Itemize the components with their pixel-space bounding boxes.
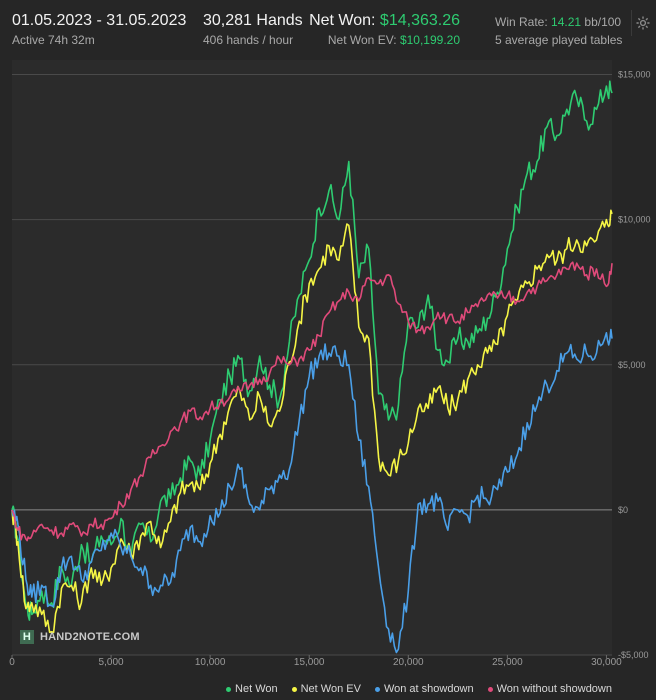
hand2note-logo: H HAND2NOTE.COM	[20, 630, 140, 644]
logo-mark-icon: H	[20, 630, 34, 644]
active-time: Active 74h 32m	[12, 33, 95, 47]
x-tick-label: 10,000	[195, 657, 226, 668]
win-rate-value: 14.21	[551, 15, 582, 29]
y-tick-label: $10,000	[618, 215, 651, 225]
net-won-value: $14,363.26	[379, 12, 460, 29]
x-tick-label: 30,000	[591, 657, 622, 668]
x-tick-label: 5,000	[99, 657, 124, 668]
net-won-ev-dot-icon	[291, 686, 297, 692]
x-tick-label: 25,000	[492, 657, 523, 668]
chart-legend: Net Won Net Won EV Won at showdown Won w…	[0, 680, 656, 698]
y-tick-label: $5,000	[618, 360, 646, 370]
stats-header: 01.05.2023 - 31.05.2023 Active 74h 32m 3…	[0, 0, 656, 56]
legend-item-net-won[interactable]: Net Won	[226, 680, 278, 698]
net-won-dot-icon	[226, 686, 232, 692]
win-rate: Win Rate: 14.21 bb/100	[495, 15, 621, 29]
y-tick-label: $15,000	[618, 70, 651, 80]
showdown-dot-icon	[374, 686, 380, 692]
gear-icon[interactable]	[631, 10, 654, 36]
won-without-showdown-line	[11, 261, 613, 542]
net-won-ev: Net Won EV: $10,199.20	[328, 33, 460, 47]
x-tick-label: 15,000	[294, 657, 325, 668]
legend-item-won-at-showdown[interactable]: Won at showdown	[374, 680, 474, 698]
won-at-showdown-line	[11, 328, 613, 654]
no-showdown-dot-icon	[487, 686, 493, 692]
net-won-line	[11, 80, 613, 621]
x-tick-label: 0	[9, 657, 15, 668]
x-tick-label: 20,000	[393, 657, 424, 668]
y-tick-label: $0	[618, 505, 628, 515]
average-tables: 5 average played tables	[495, 33, 623, 47]
win-rate-label: Win Rate:	[495, 15, 548, 29]
win-rate-unit: bb/100	[584, 15, 622, 29]
net-won: Net Won: $14,363.26	[309, 12, 460, 30]
y-tick-label: -$5,000	[618, 650, 649, 660]
x-axis-ticks: 0 5,000 10,000 15,000 20,000 25,000 30,000	[9, 655, 622, 668]
net-won-ev-value: $10,199.20	[399, 33, 460, 47]
series-lines	[11, 80, 613, 654]
legend-label: Won without showdown	[496, 683, 612, 695]
net-won-label: Net Won:	[309, 12, 376, 29]
date-range[interactable]: 01.05.2023 - 31.05.2023	[12, 12, 187, 29]
legend-label: Won at showdown	[383, 683, 474, 695]
hands-count: 30,281 Hands	[203, 12, 303, 29]
legend-label: Net Won	[235, 683, 278, 695]
legend-label: Net Won EV	[300, 683, 361, 695]
plot-area	[12, 60, 612, 655]
hands-per-hour: 406 hands / hour	[203, 33, 294, 47]
legend-item-net-won-ev[interactable]: Net Won EV	[291, 680, 361, 698]
profit-graph: -$5,000 $0 $5,000 $10,000 $15,000 0 5,000 10,0…	[9, 60, 651, 668]
net-won-ev-label: Net Won EV:	[327, 33, 397, 47]
y-axis-ticks: -$5,000 $0 $5,000 $10,000 $15,000	[618, 70, 651, 660]
logo-text: HAND2NOTE.COM	[40, 631, 140, 643]
legend-item-won-without-showdown[interactable]: Won without showdown	[487, 680, 612, 698]
